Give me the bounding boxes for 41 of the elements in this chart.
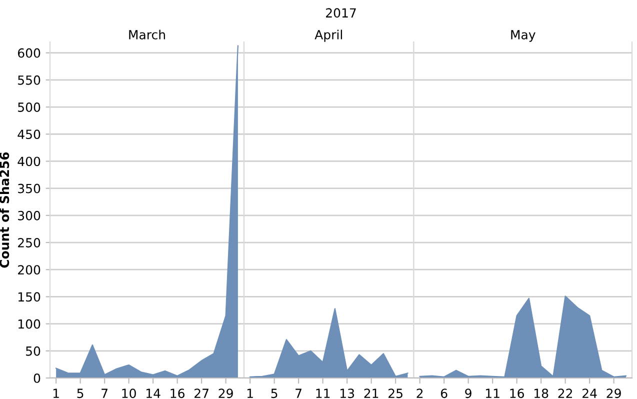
y-tick-label: 600	[18, 48, 40, 58]
x-tick-label: 5	[77, 388, 84, 398]
x-tick-label: 7	[296, 388, 302, 398]
x-tick-label: 16	[510, 388, 524, 398]
x-tick-label: 18	[534, 388, 548, 398]
x-tick-label: 6	[440, 388, 448, 398]
x-tick-label: 24	[582, 388, 597, 398]
y-tick-label: 300	[18, 210, 40, 220]
y-tick-label: 500	[18, 102, 40, 112]
y-tick-label: 100	[18, 319, 40, 329]
text: 2017	[326, 8, 356, 18]
x-tick-label: 2	[416, 388, 423, 398]
x-tick-label: 7	[102, 388, 108, 398]
y-tick-label: 400	[18, 156, 40, 166]
x-tick-label: 11	[486, 388, 500, 398]
y-tick-label: 350	[18, 184, 40, 194]
x-tick-label: 1	[53, 388, 59, 398]
x-tick-label: 5	[271, 388, 278, 398]
x-tick-label: 1	[247, 388, 253, 398]
y-tick-label: 550	[18, 75, 40, 85]
x-tick-label: 21	[364, 388, 378, 398]
chart-title: April	[314, 30, 342, 42]
x-tick-label: 29	[218, 388, 233, 398]
y-tick-label: 200	[18, 265, 40, 275]
x-tick-label: 13	[340, 388, 354, 398]
x-tick-label: 25	[388, 388, 402, 398]
x-tick-label: 10	[122, 388, 136, 398]
chart-title: May	[511, 30, 536, 42]
y-tick-label: 150	[18, 292, 40, 302]
y-tick-label: 450	[18, 130, 40, 140]
x-tick-label: 14	[146, 388, 160, 398]
x-tick-label: 22	[558, 388, 572, 398]
y-tick-label: 0	[34, 373, 40, 383]
x-tick-label: 29	[606, 388, 621, 398]
x-tick-label: 16	[170, 388, 184, 398]
x-tick-label: 11	[316, 388, 330, 398]
chart-title: March	[129, 30, 165, 40]
x-tick-label: 9	[465, 388, 472, 398]
y-tick-label: 50	[26, 346, 40, 356]
y-tick-label: 250	[18, 238, 40, 248]
x-tick-label: 27	[194, 388, 208, 398]
